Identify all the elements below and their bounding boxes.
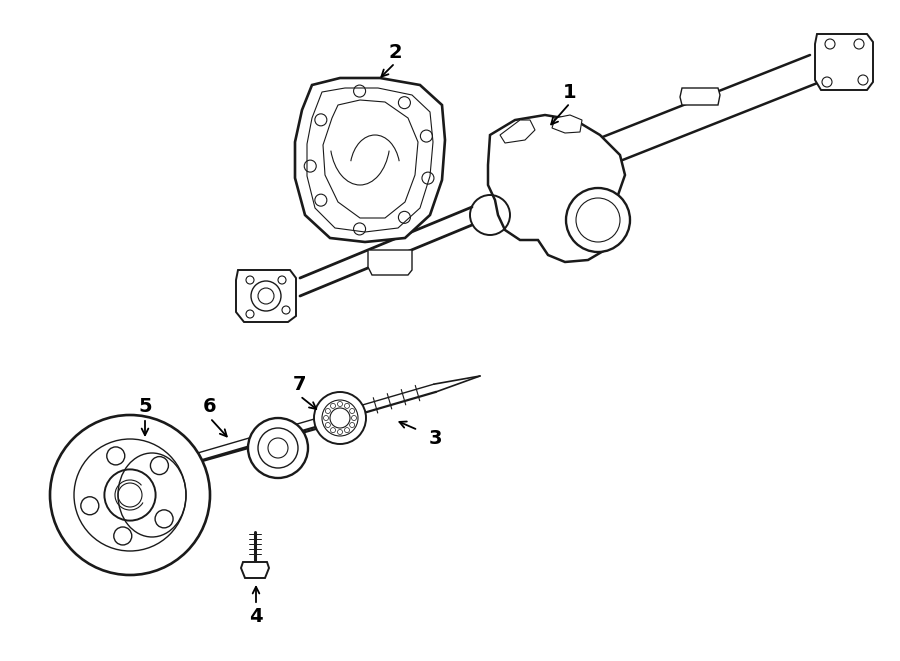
Text: 7: 7 bbox=[293, 375, 307, 395]
Polygon shape bbox=[680, 88, 720, 105]
Text: 2: 2 bbox=[388, 42, 401, 61]
Polygon shape bbox=[500, 120, 535, 143]
Text: 5: 5 bbox=[139, 397, 152, 416]
Circle shape bbox=[50, 415, 210, 575]
Polygon shape bbox=[815, 34, 873, 90]
Text: 3: 3 bbox=[428, 428, 442, 447]
Polygon shape bbox=[368, 250, 412, 275]
Text: 1: 1 bbox=[563, 83, 577, 102]
Polygon shape bbox=[488, 115, 625, 262]
Circle shape bbox=[251, 281, 281, 311]
Circle shape bbox=[248, 418, 308, 478]
Polygon shape bbox=[295, 78, 445, 242]
Circle shape bbox=[314, 392, 366, 444]
Circle shape bbox=[566, 188, 630, 252]
Text: 4: 4 bbox=[249, 607, 263, 625]
Text: 6: 6 bbox=[203, 397, 217, 416]
Polygon shape bbox=[236, 270, 296, 322]
Polygon shape bbox=[241, 562, 269, 578]
Polygon shape bbox=[552, 115, 582, 133]
